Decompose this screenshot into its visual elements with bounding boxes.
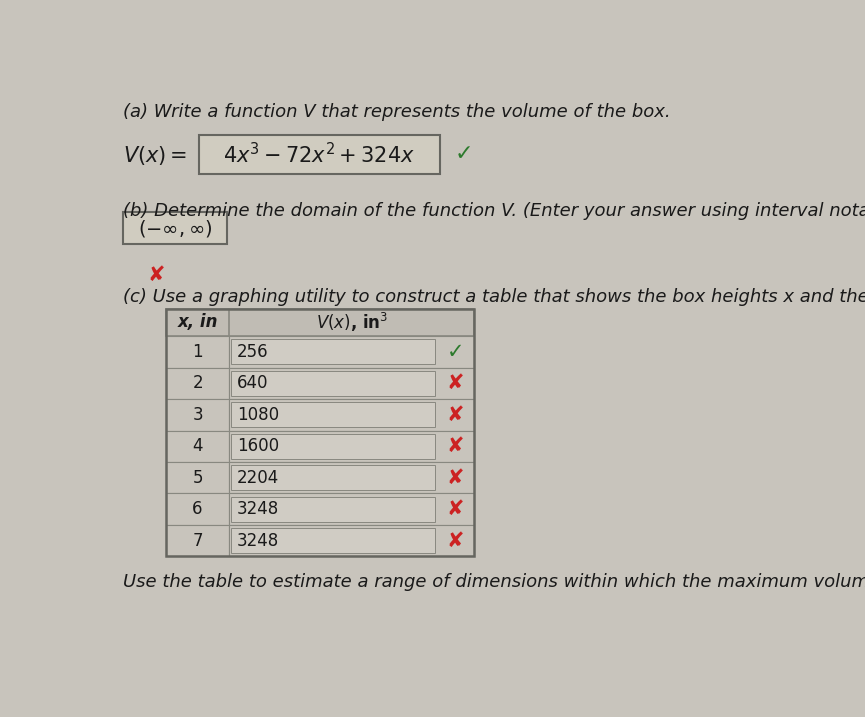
Text: ✓: ✓ xyxy=(455,145,473,164)
Bar xyxy=(229,368,474,399)
Bar xyxy=(166,430,229,462)
Text: 1600: 1600 xyxy=(237,437,279,455)
Text: 2204: 2204 xyxy=(237,469,279,487)
Text: (b) Determine the domain of the function V. (Enter your answer using interval no: (b) Determine the domain of the function… xyxy=(123,202,865,220)
Bar xyxy=(166,493,229,525)
Text: ✘: ✘ xyxy=(447,436,465,456)
Bar xyxy=(229,336,474,368)
Bar xyxy=(229,493,474,525)
Bar xyxy=(229,462,474,493)
Bar xyxy=(166,462,229,493)
Text: ✘: ✘ xyxy=(447,467,465,488)
Text: $V(x)$, in$^3$: $V(x)$, in$^3$ xyxy=(316,310,388,334)
Text: ✘: ✘ xyxy=(447,405,465,424)
Bar xyxy=(166,336,229,368)
Text: ✘: ✘ xyxy=(447,499,465,519)
Bar xyxy=(229,430,474,462)
Text: 1080: 1080 xyxy=(237,406,279,424)
Bar xyxy=(166,399,229,430)
Text: 4: 4 xyxy=(192,437,203,455)
Bar xyxy=(232,371,435,396)
Text: 3248: 3248 xyxy=(237,532,279,550)
Text: $V(x) =$: $V(x) =$ xyxy=(123,144,187,167)
Text: 5: 5 xyxy=(192,469,203,487)
Text: (c) Use a graphing utility to construct a table that shows the box heights x and: (c) Use a graphing utility to construct … xyxy=(123,288,865,305)
Text: ✓: ✓ xyxy=(447,342,465,362)
Bar xyxy=(166,368,229,399)
Text: $4x^3 - 72x^2 + 324x$: $4x^3 - 72x^2 + 324x$ xyxy=(223,142,415,167)
Bar xyxy=(232,339,435,364)
Text: 256: 256 xyxy=(237,343,268,361)
Bar xyxy=(232,497,435,522)
Text: 2: 2 xyxy=(192,374,203,392)
Bar xyxy=(232,402,435,427)
Text: 3: 3 xyxy=(192,406,203,424)
Bar xyxy=(199,135,440,174)
Bar xyxy=(232,528,435,553)
Text: 3248: 3248 xyxy=(237,500,279,518)
Text: 640: 640 xyxy=(237,374,268,392)
Text: 7: 7 xyxy=(192,532,203,550)
Bar xyxy=(229,399,474,430)
Bar xyxy=(166,525,229,556)
Text: ✘: ✘ xyxy=(148,265,165,285)
Text: ✘: ✘ xyxy=(447,531,465,551)
Bar xyxy=(166,308,474,336)
Text: ✘: ✘ xyxy=(447,374,465,394)
Text: (a) Write a function V that represents the volume of the box.: (a) Write a function V that represents t… xyxy=(123,103,670,120)
Text: $(-\infty,\infty)$: $(-\infty,\infty)$ xyxy=(138,218,212,239)
Text: 6: 6 xyxy=(192,500,203,518)
Bar xyxy=(232,434,435,459)
Bar xyxy=(123,212,227,244)
Text: 1: 1 xyxy=(192,343,203,361)
Text: Use the table to estimate a range of dimensions within which the maximum volume : Use the table to estimate a range of dim… xyxy=(123,573,865,591)
Text: x, in: x, in xyxy=(177,313,218,331)
Bar xyxy=(229,525,474,556)
Bar xyxy=(232,465,435,490)
